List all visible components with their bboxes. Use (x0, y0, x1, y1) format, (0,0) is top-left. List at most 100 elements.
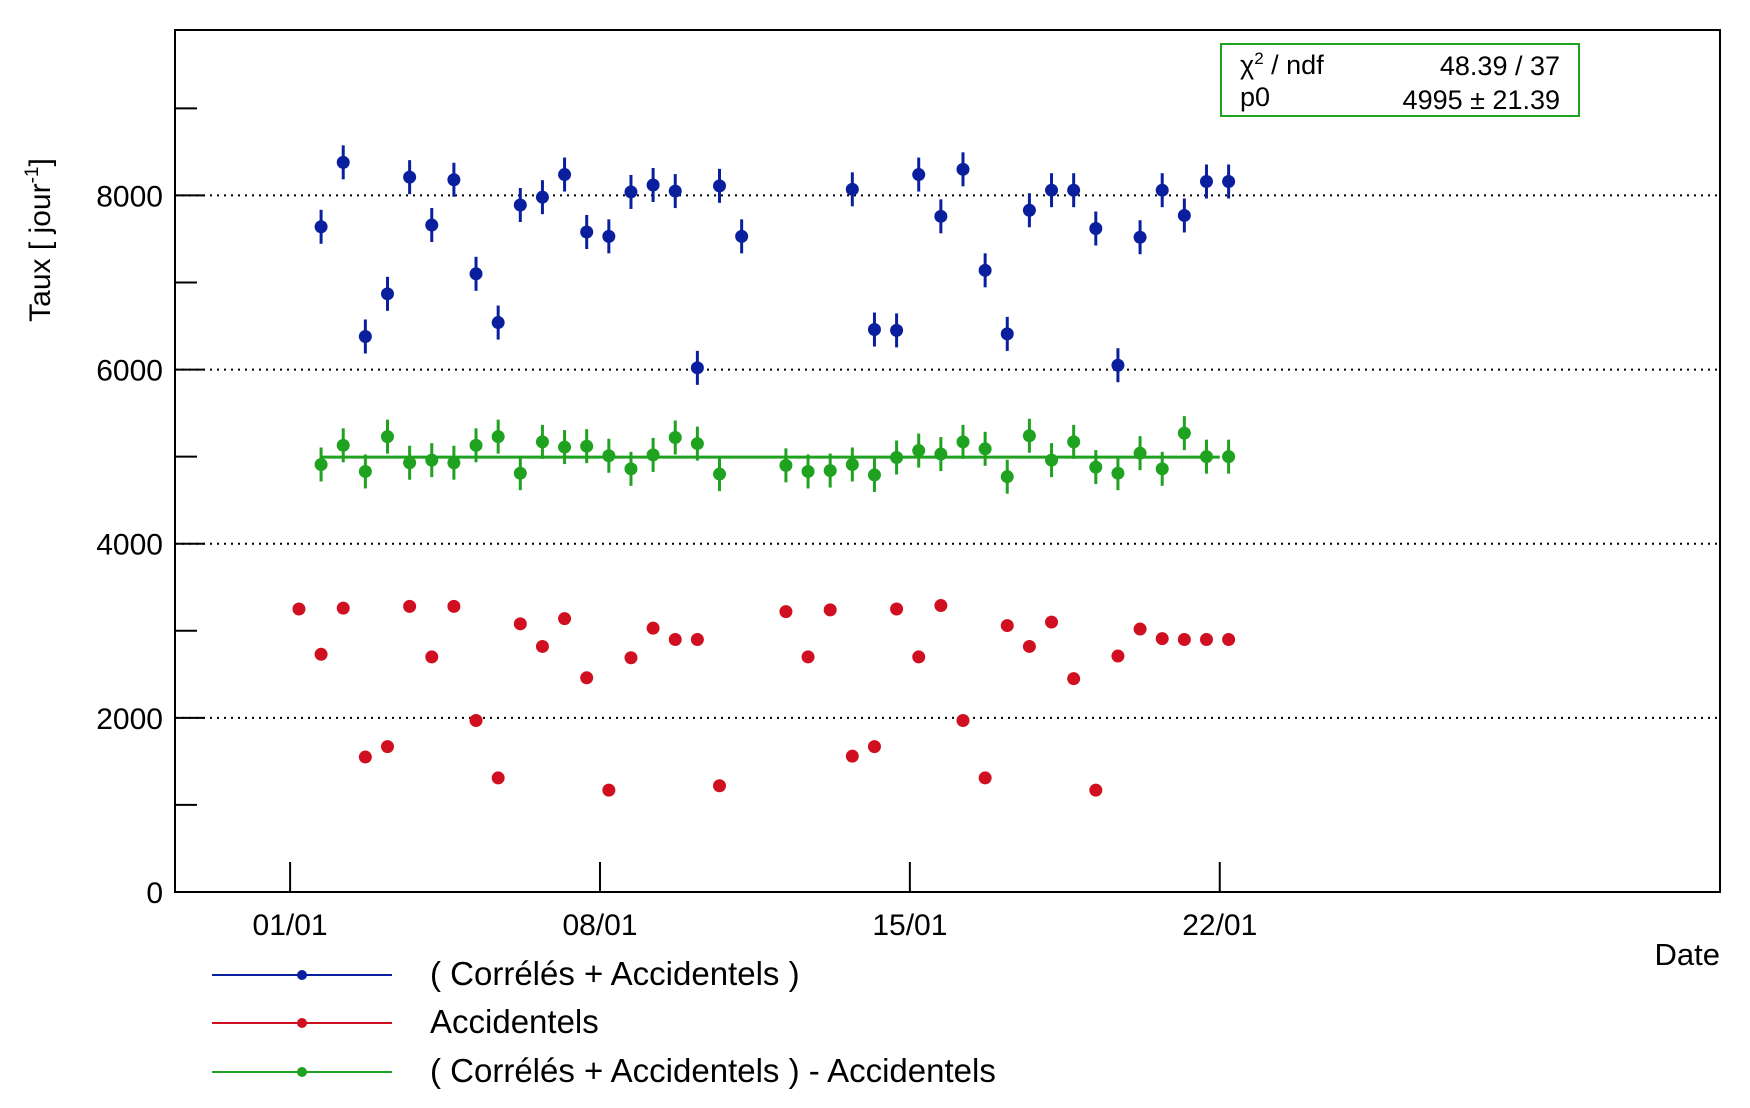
data-point-series-2 (1222, 632, 1236, 646)
data-point-series-3 (845, 457, 859, 471)
data-point-series-2 (1089, 783, 1103, 797)
data-point-series-1 (403, 170, 417, 184)
data-point-series-3 (1067, 435, 1081, 449)
data-point-series-1 (469, 267, 483, 281)
legend-label-series-1: ( Corrélés + Accidentels ) (430, 955, 800, 992)
data-point-series-3 (558, 440, 572, 454)
data-point-series-2 (513, 617, 527, 631)
data-point-series-2 (358, 750, 372, 764)
data-point-series-1 (1022, 203, 1036, 217)
data-point-series-1 (580, 225, 594, 239)
data-point-series-3 (358, 464, 372, 478)
data-point-series-2 (1111, 649, 1125, 663)
data-point-series-2 (668, 632, 682, 646)
legend-marker-series-2 (297, 1018, 307, 1028)
data-point-series-2 (624, 651, 638, 665)
data-point-series-2 (558, 612, 572, 626)
data-point-series-1 (336, 155, 350, 169)
plot-frame (174, 29, 1721, 893)
fit-stats-box: χ2 / ndf 48.39 / 37 p0 4995 ± 21.39 (1220, 43, 1580, 117)
y-tick-label: 6000 (96, 355, 163, 388)
data-point-series-3 (403, 456, 417, 470)
data-point-series-2 (690, 632, 704, 646)
data-point-series-3 (823, 464, 837, 478)
data-point-series-1 (934, 209, 948, 223)
data-point-series-1 (956, 162, 970, 176)
data-point-series-2 (1000, 619, 1014, 633)
data-point-series-2 (912, 650, 926, 664)
data-point-series-2 (1155, 632, 1169, 646)
data-point-series-1 (491, 316, 505, 330)
data-point-series-2 (336, 601, 350, 615)
data-point-series-2 (535, 639, 549, 653)
data-point-series-1 (1199, 175, 1213, 189)
data-point-series-1 (845, 182, 859, 196)
data-point-series-2 (469, 713, 483, 727)
fit-chi-value: 48.39 / 37 (1439, 51, 1560, 81)
data-point-series-1 (624, 185, 638, 199)
data-point-series-2 (646, 621, 660, 635)
data-point-series-3 (956, 435, 970, 449)
data-point-series-2 (403, 599, 417, 613)
data-point-series-3 (447, 456, 461, 470)
data-point-series-1 (646, 178, 660, 192)
data-point-series-1 (1045, 183, 1059, 197)
data-point-series-3 (336, 438, 350, 452)
data-point-series-2 (823, 603, 837, 617)
data-point-series-3 (934, 447, 948, 461)
data-point-series-3 (535, 435, 549, 449)
data-point-series-1 (713, 179, 727, 193)
data-point-series-2 (380, 740, 394, 754)
data-point-series-2 (801, 650, 815, 664)
data-point-series-2 (978, 771, 992, 785)
data-point-series-1 (735, 229, 749, 243)
data-point-series-2 (1177, 632, 1191, 646)
data-point-series-1 (890, 323, 904, 337)
data-point-series-1 (558, 168, 572, 182)
data-point-series-1 (912, 168, 926, 182)
data-point-series-3 (1000, 470, 1014, 484)
legend-label-series-3: ( Corrélés + Accidentels ) - Accidentels (430, 1052, 996, 1089)
data-point-series-3 (624, 462, 638, 476)
fit-chi-label: χ2 / ndf (1240, 49, 1324, 80)
data-point-series-2 (956, 713, 970, 727)
fit-p0-value: 4995 ± 21.39 (1402, 85, 1560, 115)
x-axis-label: Date (1655, 937, 1720, 972)
data-point-series-3 (580, 439, 594, 453)
data-point-series-3 (425, 453, 439, 467)
data-point-series-2 (845, 749, 859, 763)
data-point-series-3 (469, 438, 483, 452)
data-point-series-1 (1133, 230, 1147, 244)
data-point-series-3 (1199, 450, 1213, 464)
data-point-series-1 (447, 173, 461, 187)
data-point-series-3 (1111, 466, 1125, 480)
data-point-series-1 (358, 329, 372, 343)
data-point-series-3 (1133, 446, 1147, 460)
data-point-series-3 (314, 457, 328, 471)
data-point-series-2 (934, 599, 948, 613)
x-tick-label: 08/01 (562, 909, 637, 942)
data-point-series-2 (713, 779, 727, 793)
data-point-series-3 (646, 448, 660, 462)
data-point-series-3 (380, 430, 394, 444)
data-point-series-2 (425, 650, 439, 664)
data-point-series-3 (1045, 453, 1059, 467)
y-tick-label: 8000 (96, 180, 163, 213)
data-point-series-1 (380, 287, 394, 301)
x-tick-label: 15/01 (872, 909, 947, 942)
data-point-series-2 (1199, 632, 1213, 646)
data-point-series-2 (580, 671, 594, 685)
data-point-series-1 (314, 220, 328, 234)
data-point-series-2 (447, 599, 461, 613)
data-point-series-1 (978, 263, 992, 277)
data-point-series-1 (668, 184, 682, 198)
data-point-series-2 (602, 783, 616, 797)
legend-marker-series-1 (297, 970, 307, 980)
data-point-series-2 (1045, 615, 1059, 629)
data-point-series-1 (1067, 183, 1081, 197)
data-point-series-1 (1155, 183, 1169, 197)
data-point-series-3 (1089, 460, 1103, 474)
data-point-series-1 (535, 190, 549, 204)
data-point-series-3 (713, 467, 727, 481)
